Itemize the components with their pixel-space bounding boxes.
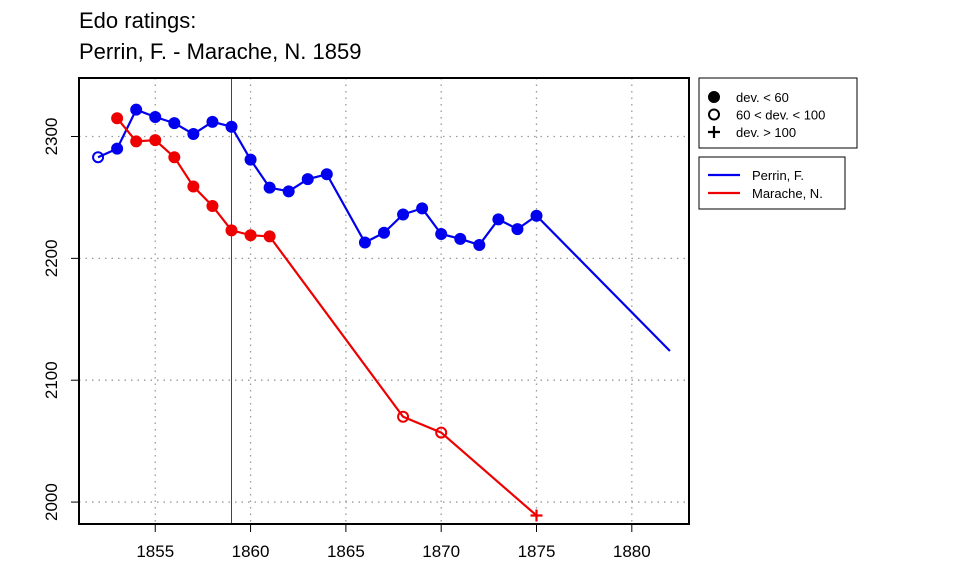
data-point-perrin-f xyxy=(511,223,524,236)
series-marache-n xyxy=(111,112,543,522)
x-tick-label: 1880 xyxy=(613,542,651,561)
data-point-marache-n xyxy=(435,426,448,439)
data-point-marache-n xyxy=(149,134,162,147)
data-point-marache-n xyxy=(244,229,257,242)
x-tick-label: 1875 xyxy=(518,542,556,561)
data-point-perrin-f xyxy=(168,117,181,130)
marker-legend-label: 60 < dev. < 100 xyxy=(736,108,825,123)
y-tick-label: 2100 xyxy=(42,361,61,399)
data-point-marache-n xyxy=(111,112,124,125)
data-point-marache-n xyxy=(225,224,238,237)
data-point-perrin-f xyxy=(320,168,333,181)
data-point-perrin-f xyxy=(111,142,124,155)
data-point-perrin-f xyxy=(130,103,143,116)
data-point-perrin-f xyxy=(282,185,295,198)
data-point-perrin-f xyxy=(358,236,371,249)
data-point-perrin-f xyxy=(149,110,162,123)
series-legend-label: Perrin, F. xyxy=(752,168,804,183)
data-point-perrin-f xyxy=(435,227,448,240)
data-point-perrin-f xyxy=(492,213,505,226)
marker-legend: dev. < 60 60 < dev. < 100 dev. > 100 xyxy=(698,77,858,149)
data-point-marache-n xyxy=(168,151,181,164)
series-perrin-f xyxy=(92,103,671,352)
marker-legend-box xyxy=(698,77,858,149)
y-tick-label: 2200 xyxy=(42,239,61,277)
y-tick-label: 2300 xyxy=(42,118,61,156)
data-point-perrin-f xyxy=(187,128,200,141)
data-point-marache-n xyxy=(263,230,276,243)
data-point-perrin-f xyxy=(397,208,410,221)
data-point-perrin-f xyxy=(473,238,486,251)
data-point-perrin-f xyxy=(206,115,219,128)
data-point-perrin-f xyxy=(225,120,238,133)
data-point-marache-n xyxy=(206,199,219,212)
data-point-marache-n xyxy=(530,509,543,522)
y-tick-label: 2000 xyxy=(42,483,61,521)
series-legend-box xyxy=(698,156,846,210)
data-point-marache-n xyxy=(187,180,200,193)
series-legend: Perrin, F. Marache, N. xyxy=(698,156,846,210)
data-point-perrin-f xyxy=(263,181,276,194)
data-point-perrin-f xyxy=(301,173,314,186)
series-group xyxy=(92,103,671,522)
data-point-perrin-f xyxy=(378,226,390,239)
plot-frame xyxy=(78,77,690,525)
data-point-perrin-f xyxy=(244,153,257,166)
data-point-marache-n xyxy=(397,410,410,423)
chart-subtitle: Perrin, F. - Marache, N. 1859 xyxy=(79,39,362,64)
data-point-perrin-f xyxy=(454,232,467,245)
marker-legend-label: dev. > 100 xyxy=(736,125,796,140)
marker-legend-symbol xyxy=(708,91,720,103)
series-legend-label: Marache, N. xyxy=(752,186,823,201)
axes: 1855 1860 1865 1870 1875 1880 2000 2100 2200 2300 xyxy=(42,118,651,561)
data-point-perrin-f xyxy=(92,151,105,164)
x-tick-label: 1870 xyxy=(422,542,460,561)
data-point-marache-n xyxy=(130,135,143,148)
grid xyxy=(79,78,689,524)
marker-legend-symbol xyxy=(708,126,720,138)
x-tick-label: 1860 xyxy=(232,542,270,561)
marker-legend-symbol xyxy=(708,108,720,121)
x-tick-label: 1855 xyxy=(136,542,174,561)
chart-title: Edo ratings: xyxy=(79,8,197,33)
x-tick-label: 1865 xyxy=(327,542,365,561)
marker-legend-label: dev. < 60 xyxy=(736,90,789,105)
data-point-perrin-f xyxy=(416,202,429,215)
data-point-perrin-f xyxy=(530,209,543,222)
